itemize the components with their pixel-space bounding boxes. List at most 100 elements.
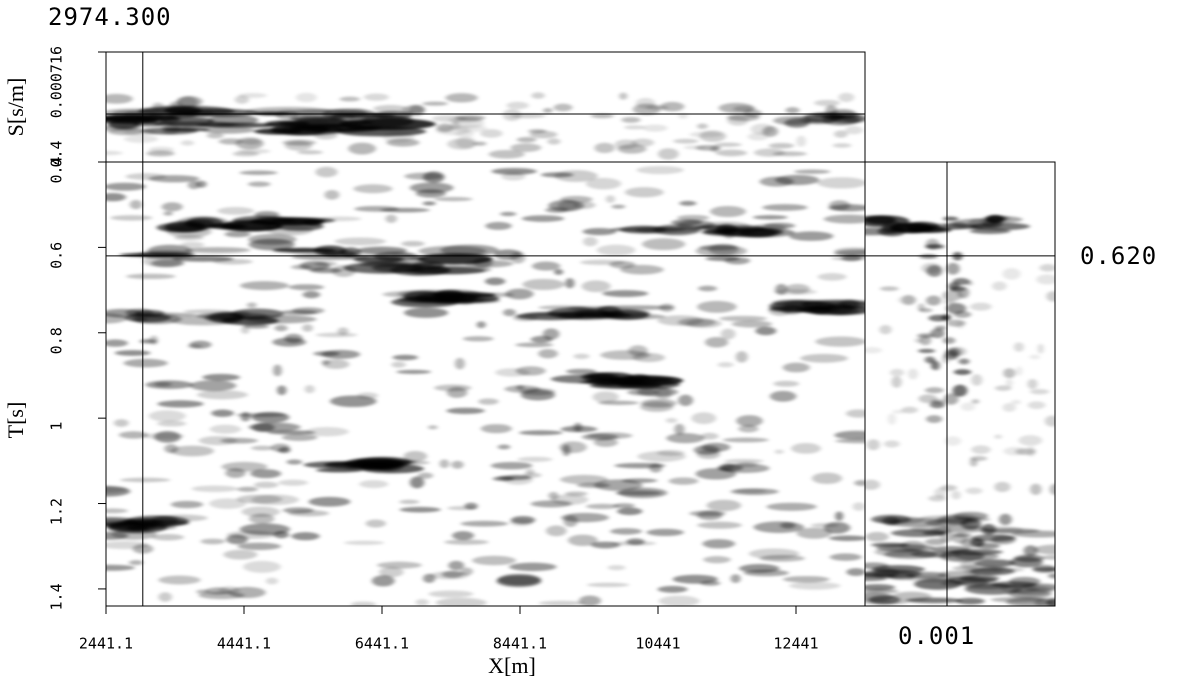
- texture: [703, 556, 731, 564]
- texture: [998, 513, 1012, 526]
- texture: [715, 149, 747, 157]
- texture: [966, 280, 973, 286]
- texture: [642, 124, 668, 132]
- texture: [752, 215, 788, 220]
- texture: [578, 595, 601, 606]
- texture: [990, 567, 1025, 572]
- texture: [291, 253, 370, 260]
- texture: [422, 101, 448, 106]
- texture: [473, 257, 493, 268]
- texture: [813, 112, 862, 119]
- s-tick-label: 0.4: [48, 140, 66, 167]
- texture: [1033, 544, 1055, 555]
- texture: [538, 600, 585, 606]
- y-tick-label: 1.4: [48, 583, 66, 610]
- texture: [971, 399, 980, 404]
- texture: [702, 539, 736, 549]
- texture: [403, 307, 449, 318]
- texture: [582, 228, 617, 236]
- texture: [925, 223, 978, 230]
- texture: [865, 347, 883, 354]
- texture: [1011, 399, 1022, 405]
- x-axis-label: X[m]: [488, 653, 536, 678]
- texture: [180, 241, 205, 248]
- texture: [982, 219, 1003, 228]
- texture: [1013, 342, 1025, 352]
- texture: [714, 142, 742, 147]
- texture: [237, 486, 258, 492]
- texture: [431, 115, 467, 123]
- texture: [573, 422, 583, 432]
- texture: [308, 496, 351, 507]
- texture: [166, 225, 212, 238]
- texture: [513, 314, 538, 322]
- texture: [176, 96, 203, 108]
- texture: [890, 368, 905, 377]
- x-tick-label: 8441.1: [493, 635, 547, 653]
- x-tick-label: 6441.1: [355, 635, 409, 653]
- texture: [321, 359, 330, 366]
- texture: [391, 361, 406, 368]
- texture: [434, 197, 473, 202]
- texture: [1042, 555, 1055, 560]
- texture: [731, 320, 773, 328]
- texture: [952, 384, 968, 397]
- texture: [209, 424, 242, 434]
- texture: [242, 138, 261, 145]
- texture: [240, 325, 250, 334]
- texture: [763, 222, 796, 229]
- texture: [846, 568, 865, 577]
- texture: [934, 487, 947, 498]
- texture: [253, 481, 279, 489]
- texture: [431, 289, 483, 301]
- texture: [460, 567, 473, 576]
- texture: [722, 437, 769, 443]
- texture: [382, 131, 415, 143]
- texture: [217, 206, 254, 215]
- texture: [587, 582, 630, 588]
- texture: [617, 507, 643, 516]
- texture: [106, 564, 135, 571]
- texture: [403, 451, 428, 462]
- texture: [887, 413, 897, 425]
- texture: [582, 372, 616, 383]
- texture: [658, 595, 700, 606]
- texture: [800, 353, 848, 363]
- texture: [674, 423, 685, 435]
- texture: [170, 315, 238, 326]
- texture: [1002, 268, 1021, 280]
- texture: [503, 308, 516, 317]
- texture: [833, 130, 848, 138]
- texture: [560, 474, 609, 485]
- texture: [142, 255, 183, 268]
- x-tick-label: 10441: [635, 635, 680, 653]
- texture: [974, 559, 1015, 568]
- texture: [330, 395, 377, 408]
- texture: [157, 420, 187, 427]
- texture: [189, 380, 237, 392]
- texture: [592, 391, 619, 403]
- texture: [480, 129, 503, 138]
- texture: [696, 449, 721, 459]
- texture: [344, 540, 385, 545]
- texture: [1003, 368, 1016, 379]
- texture: [509, 518, 534, 527]
- texture: [782, 576, 830, 583]
- texture: [223, 549, 258, 560]
- texture: [206, 223, 247, 230]
- texture: [515, 342, 554, 348]
- texture: [970, 302, 992, 311]
- texture: [865, 569, 922, 579]
- texture: [1030, 388, 1050, 395]
- texture: [796, 527, 832, 539]
- texture: [561, 512, 609, 523]
- texture: [224, 231, 251, 238]
- texture: [994, 434, 1002, 439]
- texture: [735, 488, 767, 494]
- texture: [971, 374, 983, 386]
- texture: [447, 138, 477, 150]
- texture: [698, 285, 718, 292]
- texture: [657, 585, 688, 593]
- texture: [291, 264, 312, 270]
- texture: [598, 400, 639, 405]
